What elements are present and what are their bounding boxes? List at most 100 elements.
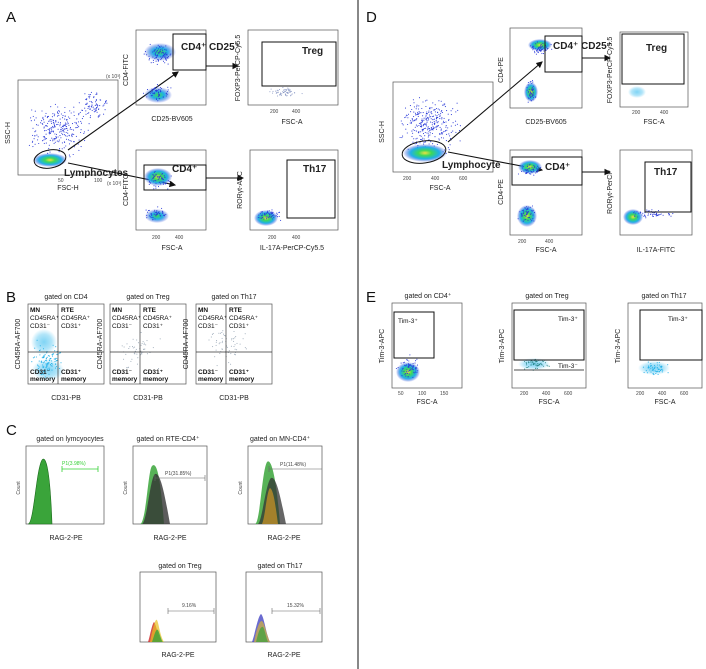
event-dot (282, 91, 284, 93)
event-dot (537, 365, 539, 366)
event-dot (230, 353, 232, 355)
event-dot (291, 93, 293, 95)
event-dot (429, 134, 431, 136)
event-dot (161, 48, 163, 50)
event-dot (161, 178, 163, 180)
event-dot (441, 118, 443, 120)
event-dot (156, 49, 159, 51)
event-dot (409, 105, 411, 107)
event-dot (536, 41, 538, 43)
event-dot (41, 110, 43, 112)
event-dot (163, 181, 165, 183)
event-dot (208, 339, 210, 341)
event-dot (46, 360, 48, 362)
event-dot (257, 216, 259, 219)
svg-text:CD31⁻: CD31⁻ (198, 323, 218, 330)
a-scatter-xlabel: FSC-H (57, 185, 78, 192)
event-dot (441, 117, 443, 119)
event-dot (73, 141, 75, 143)
event-dot (540, 166, 542, 169)
event-dot (67, 116, 70, 118)
event-dot (64, 125, 66, 127)
event-dot (532, 99, 534, 101)
event-dot (411, 130, 413, 132)
event-dot (423, 119, 425, 121)
event-dot (416, 106, 418, 108)
event-dot (443, 117, 445, 119)
event-dot (648, 210, 650, 212)
event-dot (413, 106, 415, 108)
event-dot (419, 142, 421, 144)
svg-text:CD31⁻: CD31⁻ (30, 323, 50, 330)
event-dot (418, 122, 420, 124)
event-dot (411, 136, 413, 138)
event-dot (528, 98, 530, 100)
event-dot (416, 125, 418, 127)
event-dot (537, 50, 539, 52)
event-dot (646, 372, 648, 374)
event-dot (425, 125, 428, 127)
event-dot (148, 55, 150, 57)
b-ylabel-1: CD45RA-AF700 (15, 319, 22, 370)
event-dot (149, 216, 151, 218)
event-dot (422, 101, 424, 103)
event-dot (280, 94, 282, 96)
event-dot (652, 368, 655, 370)
a-p1-dots (142, 43, 172, 102)
event-dot (222, 348, 223, 350)
event-dot (410, 120, 412, 122)
event-dot (153, 211, 155, 213)
event-dot (525, 219, 527, 221)
event-dot (150, 62, 152, 64)
event-dot (156, 47, 158, 49)
event-dot (161, 52, 163, 54)
event-dot (45, 133, 47, 135)
event-dot (60, 127, 62, 129)
event-dot (169, 54, 171, 56)
event-dot (235, 336, 237, 337)
event-dot (425, 100, 427, 102)
event-dot (401, 375, 403, 377)
event-dot (57, 136, 59, 138)
event-dot (31, 361, 33, 363)
event-dot (40, 371, 42, 373)
event-dot (528, 216, 531, 218)
event-dot (399, 136, 401, 139)
event-dot (159, 175, 161, 178)
svg-text:CD31-PB: CD31-PB (133, 395, 163, 402)
event-dot (141, 342, 143, 344)
d-p3-xlabel: FSC-A (536, 247, 557, 254)
event-dot (536, 168, 538, 170)
event-dot (148, 183, 150, 185)
d-p1-xlabel: CD25-BV605 (525, 119, 566, 126)
event-dot (104, 109, 106, 111)
event-dot (539, 49, 541, 52)
event-dot (159, 213, 161, 215)
event-dot (59, 131, 61, 133)
event-dot (233, 346, 235, 347)
event-dot (32, 357, 34, 359)
event-dot (408, 370, 410, 372)
event-dot (152, 177, 154, 179)
event-dot (69, 156, 71, 158)
e-plot-1: gated on CD4⁺ Tim-3⁺ Tim-3-APC FSC-A 50 … (379, 292, 463, 406)
event-dot (271, 209, 273, 211)
event-dot (433, 118, 435, 120)
event-dot (64, 124, 66, 126)
event-dot (530, 213, 532, 215)
b-plot-1: gated on CD4 MN CD45RA⁺ CD31⁻ RTE CD45RA… (15, 294, 105, 402)
event-dot (89, 100, 91, 102)
event-dot (443, 121, 446, 124)
event-dot (35, 117, 37, 119)
event-dot (35, 124, 38, 126)
event-dot (146, 211, 149, 213)
event-dot (449, 138, 452, 140)
event-dot (413, 371, 415, 373)
event-dot (49, 364, 51, 366)
event-dot (259, 213, 261, 215)
event-dot (431, 107, 433, 109)
event-dot (96, 104, 99, 106)
event-dot (151, 88, 153, 90)
event-dot (49, 132, 52, 135)
event-dot (163, 175, 165, 177)
